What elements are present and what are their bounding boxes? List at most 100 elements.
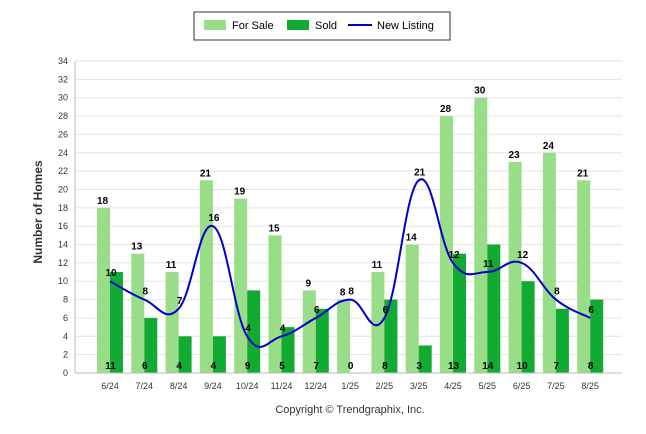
y-tick-label: 12 — [58, 258, 68, 268]
x-tick-label: 11/24 — [271, 381, 293, 391]
line-layer — [109, 178, 591, 348]
bar-sold — [212, 336, 226, 373]
bar-for-sale — [234, 198, 248, 373]
data-label-new-listing: 7 — [177, 296, 183, 307]
bar-for-sale — [199, 180, 213, 373]
data-label-new-listing: 8 — [554, 287, 560, 298]
y-tick-label: 32 — [58, 74, 68, 84]
data-label-sold: 8 — [382, 361, 388, 372]
data-label-new-listing: 6 — [314, 305, 320, 316]
legend-label-sold: Sold — [315, 20, 337, 32]
y-tick-label: 0 — [63, 368, 68, 378]
y-tick-label: 18 — [58, 203, 68, 213]
bar-sold — [384, 299, 398, 373]
data-label-sold: 4 — [211, 361, 217, 372]
bar-for-sale — [268, 235, 282, 373]
data-label-new-listing: 4 — [280, 323, 286, 334]
data-label-sold: 7 — [314, 361, 320, 372]
data-label-sold: 7 — [554, 361, 560, 372]
data-label-new-listing: 8 — [348, 287, 354, 298]
x-tick-label: 10/24 — [236, 381, 259, 391]
bar-sold — [555, 308, 569, 373]
x-tick-label: 6/25 — [513, 381, 531, 391]
bar-sold — [110, 272, 123, 373]
data-label-sold: 3 — [416, 361, 422, 372]
data-label-for-sale: 24 — [543, 141, 555, 152]
x-tick-label: 2/25 — [376, 381, 394, 391]
y-tick-label: 26 — [58, 129, 68, 139]
bar-for-sale — [371, 272, 385, 373]
y-tick-label: 2 — [63, 350, 68, 360]
x-tick-label: 3/25 — [410, 381, 428, 391]
x-tick-label: 1/25 — [341, 381, 359, 391]
x-tick-label: 8/24 — [170, 381, 188, 391]
data-label-new-listing: 4 — [245, 323, 251, 334]
data-label-for-sale: 21 — [200, 168, 212, 179]
data-label-new-listing: 10 — [105, 268, 117, 279]
bar-sold — [315, 308, 329, 373]
y-tick-label: 4 — [63, 331, 68, 341]
data-label-for-sale: 14 — [406, 233, 418, 244]
data-label-new-listing: 12 — [448, 250, 460, 261]
data-label-for-sale: 28 — [440, 104, 452, 115]
line-new-listing — [109, 178, 591, 348]
x-tick-label: 12/24 — [305, 381, 328, 391]
data-label-for-sale: 19 — [234, 187, 246, 198]
legend-box — [193, 11, 451, 41]
bar-for-sale — [131, 253, 145, 373]
data-label-sold: 5 — [279, 361, 285, 372]
data-label-new-listing: 21 — [414, 167, 426, 178]
labels-layer: 18 11 10 13 6 8 11 4 7 21 4 16 19 9 4 15 5 4 9 7 6 8 0 8 11 8 6 14 3… — [97, 86, 594, 372]
bar-sold — [418, 345, 432, 373]
bar-sold — [281, 327, 295, 373]
x-tick-label: 8/25 — [581, 381, 599, 391]
legend-label-for-sale: For Sale — [232, 20, 274, 32]
y-tick-label: 28 — [58, 111, 68, 121]
bar-for-sale — [542, 152, 556, 373]
x-tick-label: 5/25 — [479, 381, 497, 391]
data-label-new-listing: 11 — [483, 259, 494, 270]
data-label-sold: 13 — [448, 361, 460, 372]
data-label-for-sale: 11 — [372, 260, 383, 271]
bar-sold — [487, 244, 501, 373]
bar-sold — [453, 253, 466, 373]
x-tick-label: 6/24 — [101, 381, 119, 391]
y-tick-label: 34 — [58, 56, 68, 66]
legend-swatch-sold — [287, 20, 309, 30]
bar-sold — [590, 299, 604, 373]
y-tick-label: 24 — [58, 148, 68, 158]
data-label-for-sale: 9 — [306, 278, 312, 289]
data-label-for-sale: 13 — [131, 242, 143, 253]
data-label-for-sale: 21 — [577, 168, 589, 179]
data-label-sold: 0 — [348, 361, 354, 372]
data-label-sold: 8 — [588, 361, 594, 372]
x-tick-label: 9/24 — [204, 381, 222, 391]
data-label-sold: 11 — [105, 361, 116, 372]
y-tick-label: 16 — [58, 221, 68, 231]
y-tick-label: 8 — [63, 295, 68, 305]
bar-for-sale — [577, 180, 591, 373]
bar-for-sale — [405, 244, 419, 373]
bar-for-sale — [337, 299, 351, 373]
data-label-new-listing: 12 — [517, 250, 529, 261]
bar-sold — [144, 317, 158, 373]
bar-for-sale — [508, 161, 522, 373]
legend: For Sale Sold New Listing — [193, 11, 451, 41]
data-label-sold: 9 — [245, 361, 251, 372]
y-tick-label: 20 — [58, 184, 68, 194]
data-label-new-listing: 8 — [143, 287, 149, 298]
y-tick-label: 30 — [58, 93, 68, 103]
data-label-for-sale: 8 — [340, 288, 346, 299]
y-tick-label: 10 — [58, 276, 68, 286]
data-label-new-listing: 6 — [588, 305, 594, 316]
data-label-for-sale: 23 — [509, 150, 521, 161]
bar-for-sale — [97, 207, 110, 373]
data-label-sold: 6 — [142, 361, 148, 372]
bar-sold — [521, 281, 535, 373]
data-label-for-sale: 18 — [97, 196, 109, 207]
data-label-new-listing: 16 — [208, 213, 220, 224]
bar-sold — [247, 290, 261, 373]
